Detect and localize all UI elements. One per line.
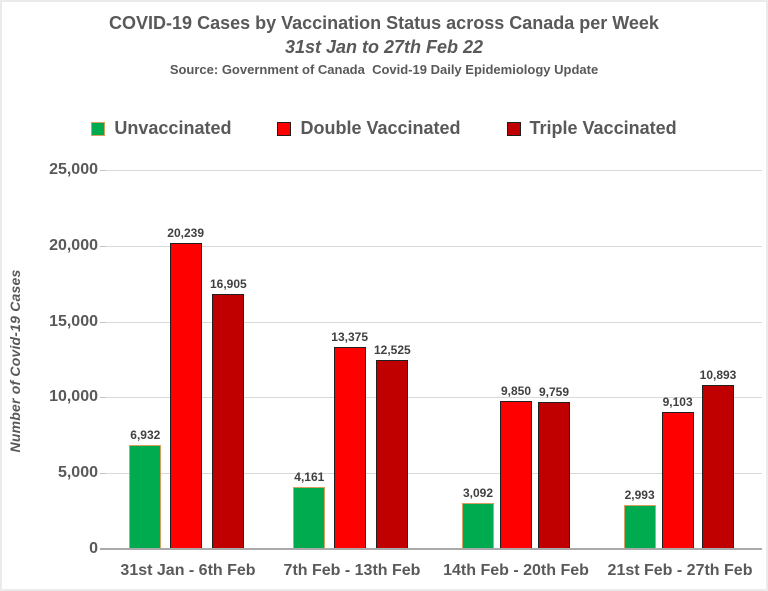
bar-col: 4,161 — [293, 170, 326, 549]
y-tick-mark — [100, 473, 106, 475]
x-tick-label: 21st Feb - 27th Feb — [607, 562, 753, 579]
bar-double-vaccinated — [333, 347, 366, 549]
bar-group-1: 4,161 13,375 12,525 7th Feb - 13th Feb — [270, 170, 434, 579]
y-tick-mark — [100, 170, 106, 171]
bar-col: 2,993 — [623, 170, 656, 549]
x-tick-label: 14th Feb - 20th Feb — [443, 562, 589, 579]
bar-value-label: 9,759 — [538, 385, 570, 400]
legend-swatch-icon — [277, 121, 292, 136]
bar-group-3: 2,993 9,103 10,893 21st Feb - 27th Feb — [598, 170, 762, 579]
gridline — [106, 397, 762, 399]
bar-value-label: 2,993 — [624, 487, 655, 502]
x-tick-label: 7th Feb - 13th Feb — [283, 562, 421, 579]
bar-value-label: 3,092 — [462, 486, 494, 501]
gridline — [106, 245, 762, 247]
bar-col: 13,375 — [331, 170, 368, 549]
bar-unvaccinated — [623, 504, 656, 549]
y-tick-label: 20,000 — [49, 236, 98, 254]
title-block: COVID-19 Cases by Vaccination Status acr… — [2, 11, 766, 79]
bar-unvaccinated — [129, 444, 162, 549]
bar-value-label: 10,893 — [699, 367, 737, 382]
plot-area: 6,932 20,239 16,905 31st Jan - 6th Feb 4,161… — [100, 170, 762, 579]
bar-col: 9,850 — [500, 170, 532, 549]
bar-unvaccinated — [462, 503, 494, 549]
chart-title: COVID-19 Cases by Vaccination Status acr… — [109, 13, 659, 33]
legend: Unvaccinated Double Vaccinated Triple Vacc… — [2, 118, 766, 139]
legend-label: Unvaccinated — [114, 118, 232, 138]
legend-label: Double Vaccinated — [300, 118, 461, 138]
bar-col: 10,893 — [699, 170, 737, 549]
bar-col: 6,932 — [129, 170, 162, 549]
bar-value-label: 4,161 — [294, 469, 325, 484]
x-axis-line — [100, 548, 762, 550]
bar-value-label: 9,103 — [662, 395, 693, 409]
bar-value-label: 16,905 — [210, 276, 247, 291]
legend-swatch-icon — [91, 121, 106, 136]
x-tick-label: 31st Jan - 6th Feb — [120, 562, 256, 579]
bar-value-label: 9,850 — [500, 383, 532, 398]
bar-unvaccinated — [293, 486, 326, 549]
legend-item-1: Double Vaccinated — [277, 118, 461, 139]
bar-value-label: 13,375 — [331, 330, 368, 345]
legend-item-2: Triple Vaccinated — [506, 118, 677, 139]
y-axis-labels: 0 5,000 10,000 15,000 20,000 25,000 — [2, 161, 98, 557]
gridline — [106, 473, 762, 475]
bar-triple-vaccinated — [538, 402, 570, 549]
legend-swatch-icon — [506, 121, 521, 136]
chart-subtitle: 31st Jan to 27th Feb 22 — [284, 37, 484, 58]
y-tick-mark — [100, 245, 106, 247]
bar-value-label: 20,239 — [167, 226, 204, 241]
bar-triple-vaccinated — [701, 384, 734, 549]
bar-groups: 6,932 20,239 16,905 31st Jan - 6th Feb 4,161… — [106, 170, 762, 579]
bar-triple-vaccinated — [212, 293, 245, 549]
y-tick-label: 0 — [89, 540, 98, 557]
bar-col: 16,905 — [210, 170, 247, 549]
y-tick-label: 25,000 — [49, 161, 98, 178]
legend-label: Triple Vaccinated — [529, 118, 677, 138]
y-tick-mark — [100, 321, 106, 323]
bar-double-vaccinated — [500, 400, 532, 549]
gridline — [106, 321, 762, 323]
bar-double-vaccinated — [169, 243, 202, 549]
y-tick-label: 5,000 — [57, 464, 98, 482]
bar-col: 9,103 — [661, 170, 694, 549]
gridline — [106, 170, 762, 171]
bar-col: 3,092 — [462, 170, 494, 549]
bar-triple-vaccinated — [376, 360, 409, 549]
bar-value-label: 6,932 — [130, 427, 161, 442]
y-tick-label: 15,000 — [49, 312, 98, 330]
legend-item-0: Unvaccinated — [91, 118, 231, 139]
y-tick-label: 10,000 — [49, 388, 98, 406]
bar-col: 20,239 — [167, 170, 204, 549]
chart-source-note: Source: Government of Canada Covid-19 Da… — [169, 61, 599, 77]
bar-group-2: 3,092 9,850 9,759 14th Feb - 20th Feb — [434, 170, 598, 579]
bar-col: 9,759 — [538, 170, 570, 549]
bar-col: 12,525 — [374, 170, 411, 549]
bar-value-label: 12,525 — [374, 343, 411, 358]
bar-group-0: 6,932 20,239 16,905 31st Jan - 6th Feb — [106, 170, 270, 579]
bar-double-vaccinated — [661, 412, 694, 549]
y-tick-mark — [100, 397, 106, 399]
